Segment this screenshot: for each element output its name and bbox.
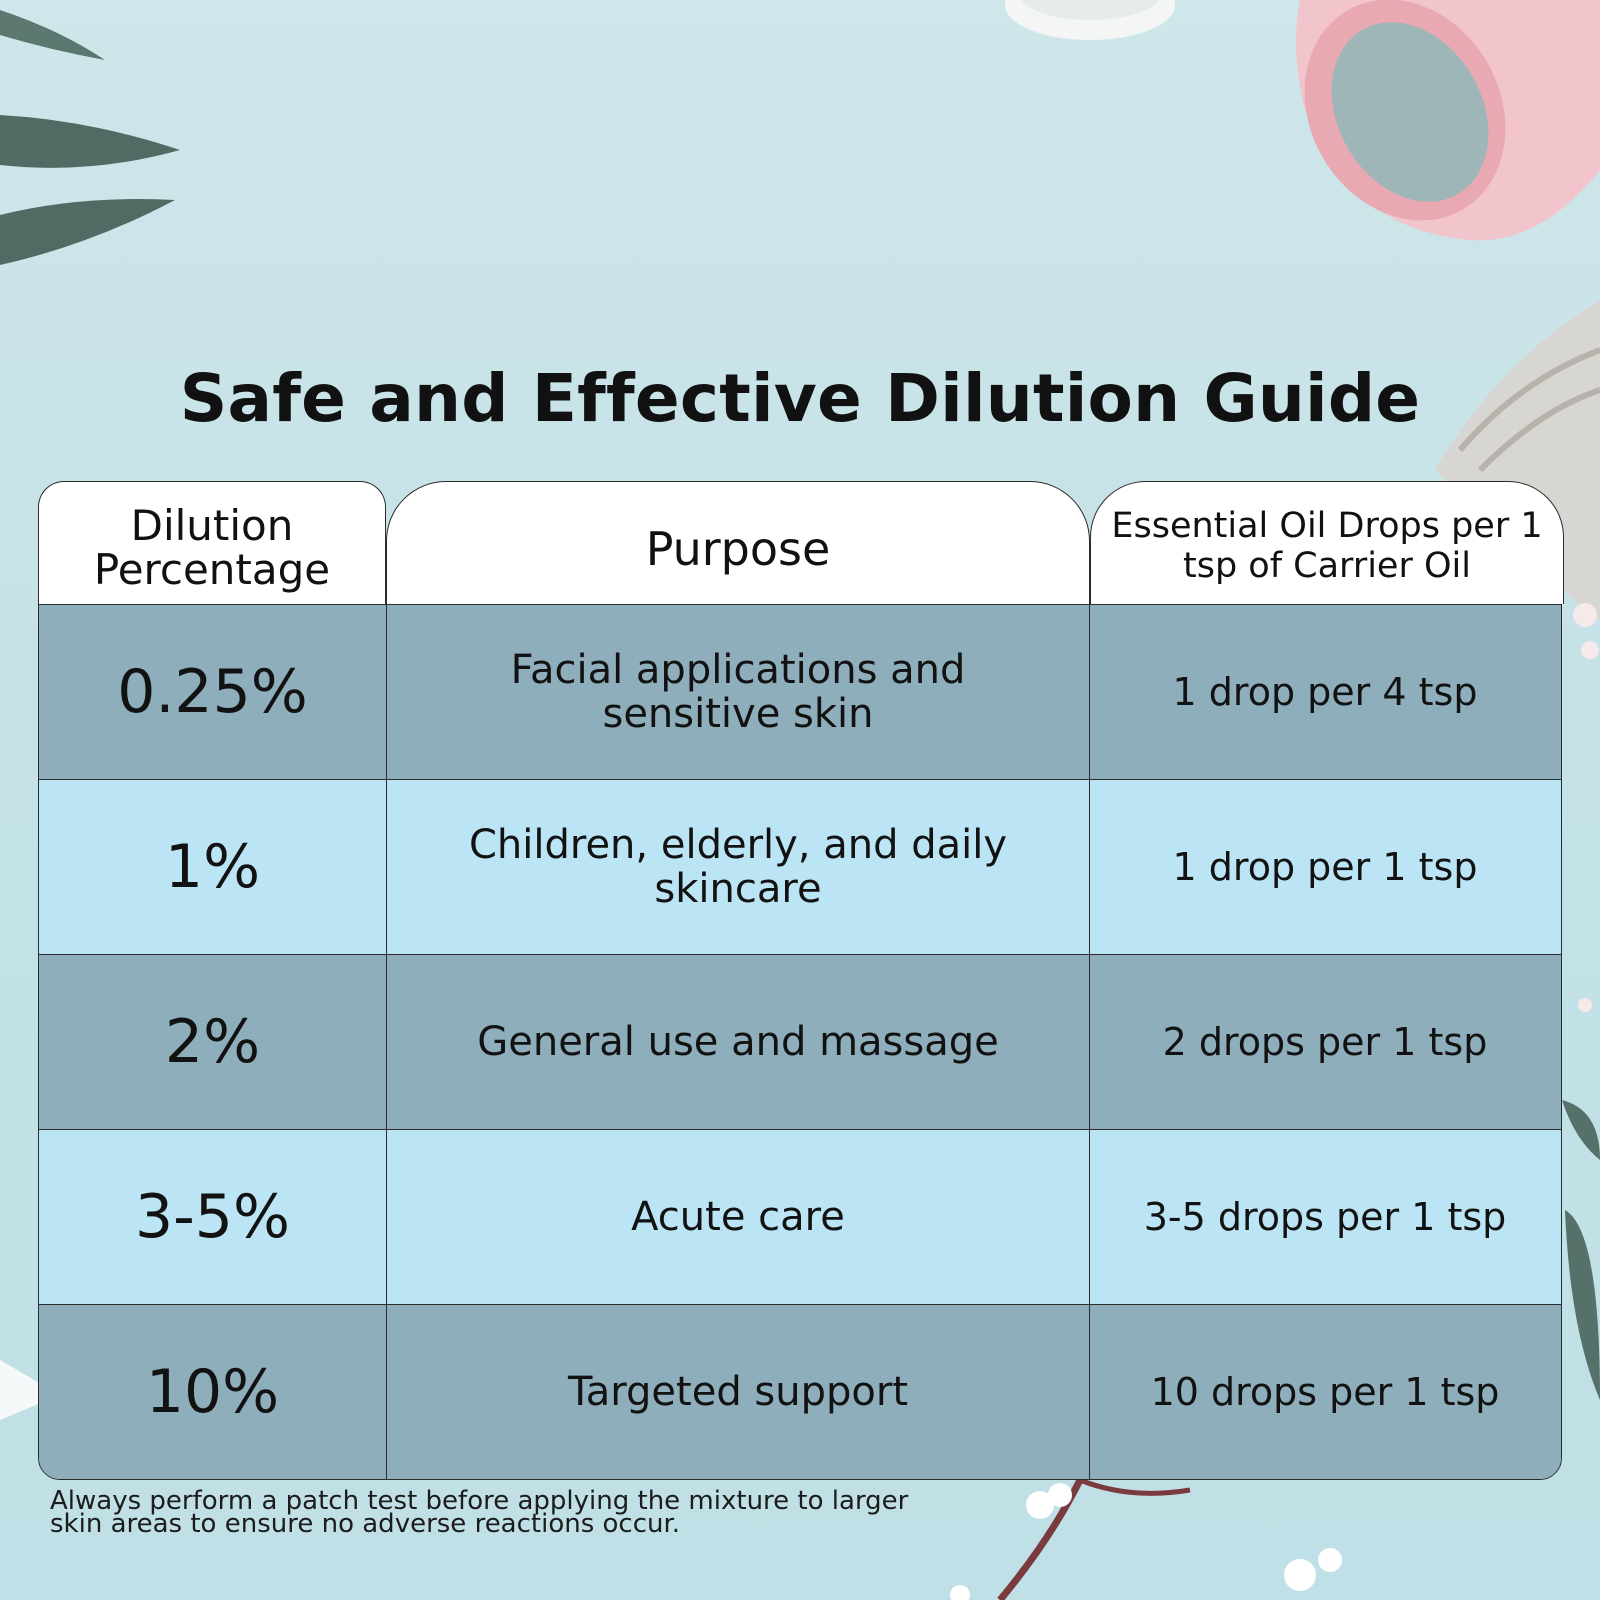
purpose-cell: General use and massage: [387, 955, 1090, 1129]
header-essential-oil-drops: Essential Oil Drops per 1 tsp of Carrier…: [1090, 481, 1564, 604]
header-purpose: Purpose: [386, 481, 1090, 604]
dilution-cell: 3-5%: [39, 1130, 387, 1304]
drops-cell: 3-5 drops per 1 tsp: [1143, 1195, 1507, 1239]
drops-cell: 1 drop per 4 tsp: [1172, 670, 1478, 714]
purpose-cell: Acute care: [387, 1130, 1090, 1304]
table-header-row: Dilution Percentage Purpose Essential Oi…: [38, 481, 1564, 604]
patch-test-footnote: Always perform a patch test before apply…: [50, 1486, 909, 1539]
dilution-cell: 1%: [39, 780, 387, 954]
table-row: 1% Children, elderly, and daily skincare…: [39, 779, 1561, 954]
drops-cell: 1 drop per 1 tsp: [1172, 845, 1478, 889]
purpose-cell: Facial applications and sensitive skin: [387, 605, 1090, 779]
page-title: Safe and Effective Dilution Guide: [179, 360, 1421, 437]
dilution-cell: 2%: [39, 955, 387, 1129]
dilution-cell: 0.25%: [39, 605, 387, 779]
flower-decoration-right: [1573, 603, 1599, 1012]
table-row: 2% General use and massage 2 drops per 1…: [39, 954, 1561, 1129]
drops-cell: 10 drops per 1 tsp: [1150, 1370, 1500, 1414]
dilution-table: Dilution Percentage Purpose Essential Oi…: [38, 481, 1564, 1480]
header-dilution-percentage: Dilution Percentage: [38, 481, 386, 604]
table-row: 3-5% Acute care 3-5 drops per 1 tsp: [39, 1129, 1561, 1304]
jar-lid-decoration: [1005, 0, 1175, 40]
drops-cell: 2 drops per 1 tsp: [1162, 1020, 1488, 1064]
table-body: 0.25% Facial applications and sensitive …: [38, 604, 1562, 1480]
leaf-decoration-top-left: [0, 10, 180, 265]
table-row: 10% Targeted support 10 drops per 1 tsp: [39, 1304, 1561, 1479]
leaf-decoration-right: [1562, 1100, 1600, 1400]
dilution-cell: 10%: [39, 1305, 387, 1479]
purpose-cell: Targeted support: [387, 1305, 1090, 1479]
pink-jar-decoration: [1296, 0, 1600, 241]
purpose-cell: Children, elderly, and daily skincare: [387, 780, 1090, 954]
table-row: 0.25% Facial applications and sensitive …: [39, 605, 1561, 779]
